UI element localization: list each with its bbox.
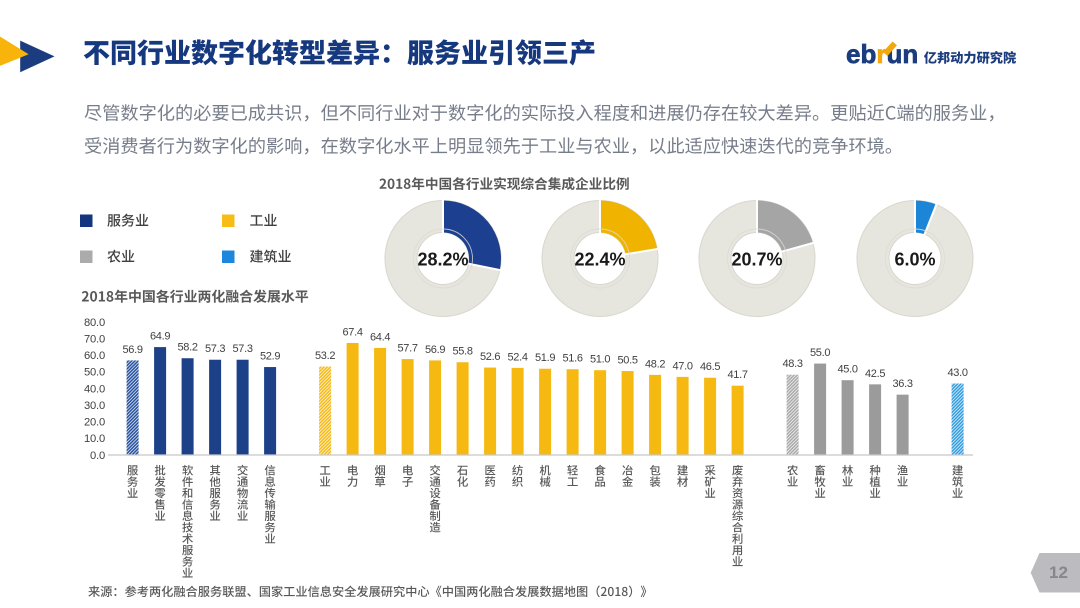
svg-text:28.2%: 28.2% bbox=[417, 250, 468, 270]
svg-text:60.0: 60.0 bbox=[84, 350, 105, 362]
svg-text:36.3: 36.3 bbox=[892, 378, 912, 390]
svg-text:55.8: 55.8 bbox=[452, 346, 472, 358]
svg-text:43.0: 43.0 bbox=[947, 367, 967, 379]
svg-text:58.2: 58.2 bbox=[177, 342, 197, 354]
svg-text:80.0: 80.0 bbox=[84, 317, 105, 329]
svg-text:50.5: 50.5 bbox=[617, 355, 637, 367]
svg-text:56.9: 56.9 bbox=[425, 344, 445, 356]
svg-text:57.3: 57.3 bbox=[205, 343, 225, 355]
svg-text:0.0: 0.0 bbox=[90, 450, 105, 462]
svg-text:6.0%: 6.0% bbox=[894, 250, 935, 270]
svg-text:57.3: 57.3 bbox=[232, 343, 252, 355]
svg-text:45.0: 45.0 bbox=[837, 364, 857, 376]
svg-text:64.9: 64.9 bbox=[150, 331, 170, 343]
svg-text:52.6: 52.6 bbox=[480, 351, 500, 363]
svg-text:67.4: 67.4 bbox=[342, 326, 362, 338]
svg-text:51.6: 51.6 bbox=[562, 353, 582, 365]
svg-text:42.5: 42.5 bbox=[865, 368, 885, 380]
svg-text:55.0: 55.0 bbox=[810, 347, 830, 359]
svg-text:30.0: 30.0 bbox=[84, 400, 105, 412]
svg-text:48.2: 48.2 bbox=[645, 358, 665, 370]
svg-text:50.0: 50.0 bbox=[84, 367, 105, 379]
svg-text:20.7%: 20.7% bbox=[731, 250, 782, 270]
svg-text:40.0: 40.0 bbox=[84, 383, 105, 395]
svg-text:20.0: 20.0 bbox=[84, 417, 105, 429]
svg-text:41.7: 41.7 bbox=[727, 369, 747, 381]
svg-text:56.9: 56.9 bbox=[122, 344, 142, 356]
svg-text:12: 12 bbox=[1049, 563, 1068, 582]
svg-text:51.0: 51.0 bbox=[590, 354, 610, 366]
svg-text:52.4: 52.4 bbox=[507, 351, 527, 363]
svg-text:52.9: 52.9 bbox=[260, 351, 280, 363]
svg-text:64.4: 64.4 bbox=[370, 331, 390, 343]
svg-text:51.9: 51.9 bbox=[535, 352, 555, 364]
svg-text:48.3: 48.3 bbox=[782, 358, 802, 370]
svg-text:22.4%: 22.4% bbox=[574, 250, 625, 270]
svg-text:46.5: 46.5 bbox=[700, 361, 720, 373]
svg-text:47.0: 47.0 bbox=[672, 360, 692, 372]
svg-text:10.0: 10.0 bbox=[84, 433, 105, 445]
svg-text:70.0: 70.0 bbox=[84, 333, 105, 345]
svg-text:53.2: 53.2 bbox=[315, 350, 335, 362]
svg-text:ebrun: ebrun bbox=[846, 39, 918, 69]
svg-text:57.7: 57.7 bbox=[397, 343, 417, 355]
